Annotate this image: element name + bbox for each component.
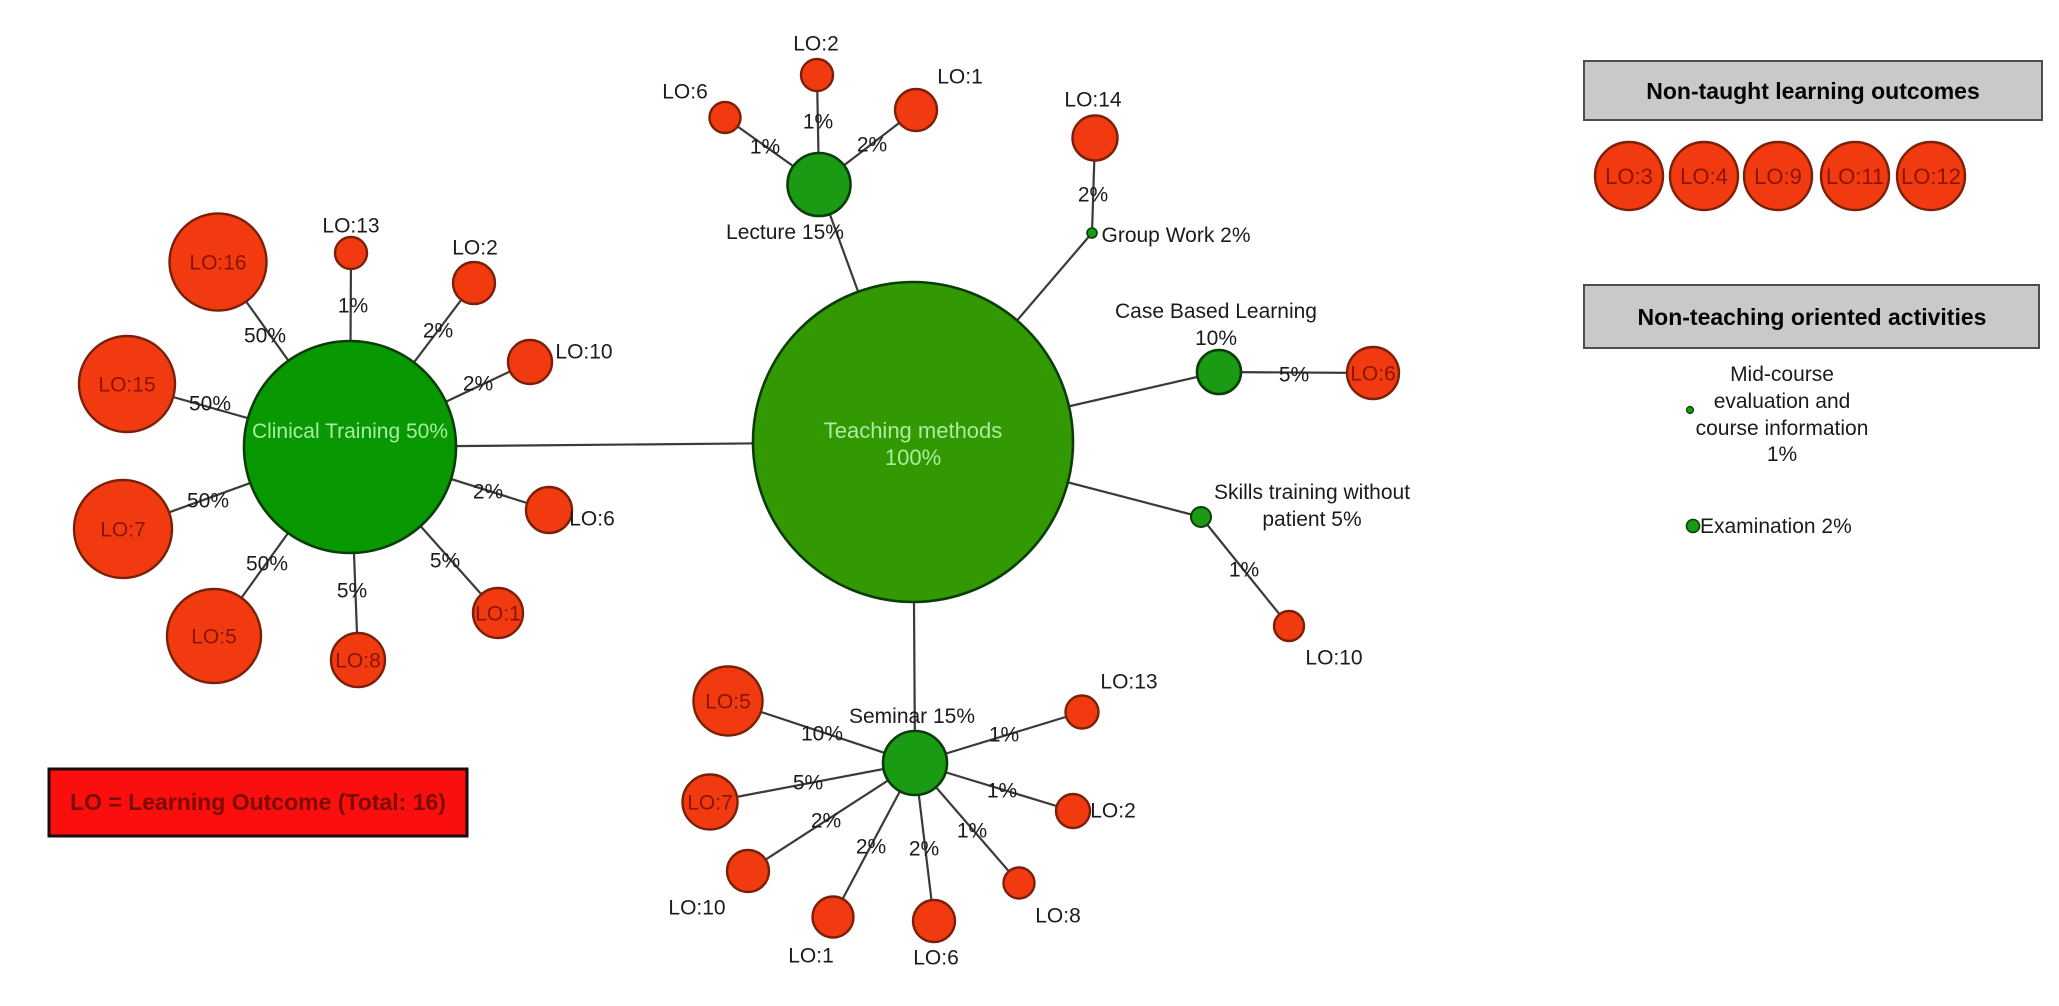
svg-text:LO:8: LO:8	[1035, 905, 1081, 928]
svg-text:2%: 2%	[856, 836, 886, 859]
svg-text:LO:10: LO:10	[668, 897, 725, 920]
svg-text:LO:6: LO:6	[1350, 363, 1396, 386]
svg-text:1%: 1%	[987, 780, 1017, 803]
svg-text:2%: 2%	[909, 838, 939, 861]
svg-text:5%: 5%	[337, 580, 367, 603]
svg-text:Skills training without: Skills training without	[1214, 481, 1410, 504]
svg-text:LO:1: LO:1	[937, 66, 983, 89]
svg-text:10%: 10%	[801, 723, 843, 746]
svg-text:LO:1: LO:1	[475, 603, 521, 626]
svg-text:50%: 50%	[246, 553, 288, 576]
svg-text:LO = Learning Outcome (Total:: LO = Learning Outcome (Total: 16)	[70, 789, 446, 815]
svg-text:LO:6: LO:6	[569, 508, 615, 531]
svg-text:Group Work 2%: Group Work 2%	[1102, 224, 1251, 247]
svg-text:5%: 5%	[1279, 364, 1309, 387]
svg-text:LO:1: LO:1	[788, 945, 834, 968]
svg-text:1%: 1%	[803, 111, 833, 134]
svg-text:LO:4: LO:4	[1680, 164, 1728, 189]
svg-text:2%: 2%	[473, 481, 503, 504]
svg-text:evaluation and: evaluation and	[1714, 390, 1851, 413]
svg-text:2%: 2%	[857, 134, 887, 157]
svg-text:100%: 100%	[885, 445, 941, 470]
svg-text:1%: 1%	[338, 295, 368, 318]
svg-text:Mid-course: Mid-course	[1730, 363, 1834, 386]
svg-text:LO:5: LO:5	[705, 691, 751, 714]
svg-text:1%: 1%	[1767, 443, 1797, 466]
svg-text:Clinical Training 50%: Clinical Training 50%	[252, 420, 448, 443]
svg-text:LO:5: LO:5	[191, 626, 237, 649]
svg-text:LO:14: LO:14	[1064, 89, 1122, 112]
svg-text:Non-teaching oriented activiti: Non-teaching oriented activities	[1638, 304, 1987, 330]
svg-text:Seminar 15%: Seminar 15%	[849, 705, 975, 728]
svg-text:LO:7: LO:7	[100, 519, 146, 542]
svg-text:2%: 2%	[811, 810, 841, 833]
svg-text:1%: 1%	[750, 136, 780, 159]
svg-text:Case Based Learning: Case Based Learning	[1115, 300, 1317, 323]
svg-text:LO:13: LO:13	[1100, 671, 1157, 694]
svg-text:LO:7: LO:7	[687, 792, 733, 815]
svg-text:LO:8: LO:8	[335, 650, 381, 673]
svg-text:patient 5%: patient 5%	[1262, 508, 1361, 531]
svg-text:50%: 50%	[244, 325, 286, 348]
svg-text:2%: 2%	[1078, 184, 1108, 207]
svg-text:2%: 2%	[463, 373, 493, 396]
svg-text:LO:15: LO:15	[98, 374, 155, 397]
svg-text:2%: 2%	[423, 320, 453, 343]
svg-text:LO:16: LO:16	[189, 252, 246, 275]
svg-text:LO:10: LO:10	[1305, 647, 1362, 670]
svg-text:5%: 5%	[430, 550, 460, 573]
svg-text:LO:2: LO:2	[793, 33, 839, 56]
svg-text:1%: 1%	[989, 724, 1019, 747]
svg-text:LO:12: LO:12	[1901, 164, 1961, 189]
svg-text:LO:11: LO:11	[1826, 164, 1884, 189]
svg-text:LO:3: LO:3	[1605, 164, 1653, 189]
svg-text:Non-taught learning outcomes: Non-taught learning outcomes	[1646, 78, 1980, 104]
svg-text:course information: course information	[1696, 417, 1869, 440]
svg-text:LO:6: LO:6	[662, 81, 708, 104]
svg-text:Lecture 15%: Lecture 15%	[726, 221, 844, 244]
svg-text:1%: 1%	[957, 820, 987, 843]
svg-text:1%: 1%	[1229, 559, 1259, 582]
svg-text:LO:13: LO:13	[322, 215, 379, 238]
svg-text:Examination 2%: Examination 2%	[1700, 515, 1852, 538]
svg-text:Teaching methods: Teaching methods	[824, 418, 1003, 443]
svg-text:LO:2: LO:2	[1090, 800, 1136, 823]
svg-text:LO:6: LO:6	[913, 947, 959, 970]
svg-text:5%: 5%	[793, 772, 823, 795]
svg-text:10%: 10%	[1195, 327, 1237, 350]
svg-text:50%: 50%	[189, 393, 231, 416]
svg-text:LO:9: LO:9	[1754, 164, 1802, 189]
svg-text:50%: 50%	[187, 490, 229, 513]
svg-text:LO:10: LO:10	[555, 341, 612, 364]
svg-text:LO:2: LO:2	[452, 237, 498, 260]
